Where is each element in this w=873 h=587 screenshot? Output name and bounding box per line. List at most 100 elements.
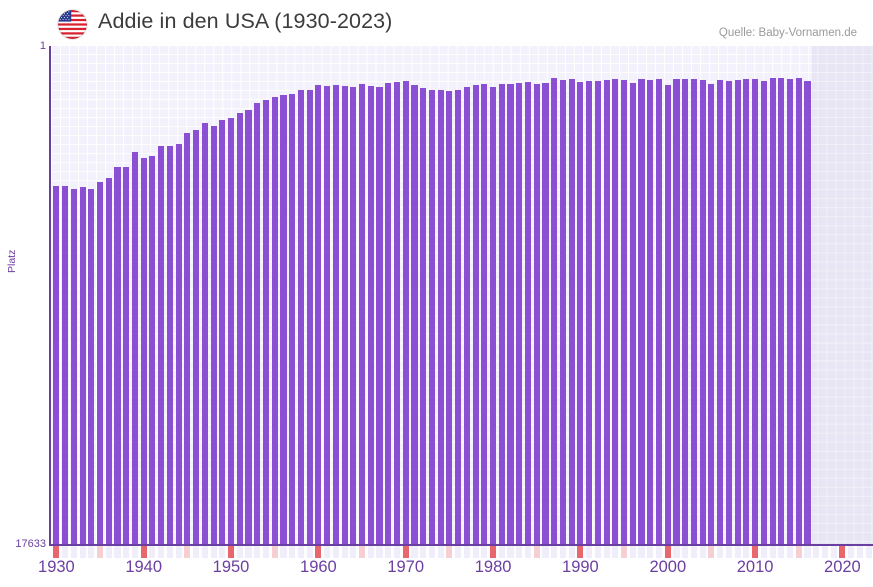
x-axis-tick [254, 546, 261, 558]
x-axis-tick-label: 1970 [387, 558, 425, 576]
x-axis-tick [227, 546, 235, 558]
x-axis-tick-label: 1940 [125, 558, 163, 576]
bar [734, 79, 741, 545]
bar [297, 89, 304, 545]
x-axis-tick [734, 546, 741, 558]
x-axis-line [49, 544, 873, 546]
bar [280, 94, 287, 545]
bar [149, 156, 156, 545]
chart-plot-area [52, 46, 873, 545]
bar [577, 81, 584, 545]
x-axis-tick [131, 546, 139, 558]
bar [236, 113, 243, 545]
x-axis-tick [306, 546, 313, 558]
bar [306, 90, 313, 545]
x-axis-tick [62, 546, 69, 558]
bar [673, 79, 680, 545]
x-axis-tick [708, 546, 715, 558]
bar [158, 145, 165, 545]
bar [638, 79, 645, 545]
bar [114, 166, 121, 545]
x-axis-tick [839, 546, 846, 558]
x-axis-tick [629, 546, 636, 558]
x-axis-tick [673, 546, 680, 558]
bar [594, 81, 601, 545]
x-axis-tick [821, 546, 829, 558]
x-axis-tick [149, 546, 156, 558]
x-axis-tick [280, 546, 287, 558]
x-axis-tick-label: 2000 [649, 558, 687, 576]
x-axis-tick [533, 546, 540, 558]
bar [289, 94, 296, 545]
bar [219, 120, 226, 545]
bar-series [52, 46, 873, 545]
bar [533, 84, 540, 545]
x-axis-tick [140, 546, 147, 558]
x-axis-tick [420, 546, 427, 558]
x-axis-tick [193, 546, 200, 558]
x-axis-tick [446, 546, 453, 558]
bar [254, 102, 261, 545]
bar [621, 80, 628, 545]
bar [315, 85, 322, 545]
y-axis-tick-top: 1 [39, 40, 46, 52]
bar [411, 85, 418, 545]
x-axis-tick [262, 546, 270, 558]
x-axis-tick [385, 546, 392, 558]
x-axis-tick [490, 546, 497, 558]
bar [332, 85, 339, 545]
x-axis-tick [376, 546, 383, 558]
x-axis-tick [437, 546, 444, 558]
bar [481, 83, 488, 545]
x-axis-tick-strip [52, 546, 873, 558]
x-axis-tick [568, 546, 575, 558]
x-axis-tick [690, 546, 697, 558]
x-axis-tick [114, 546, 121, 558]
x-axis-tick [105, 546, 112, 558]
bar [559, 79, 566, 545]
x-axis-tick [848, 546, 855, 558]
bar [245, 110, 252, 545]
bar [437, 90, 444, 545]
bar [804, 80, 811, 545]
x-axis-tick-label: 1960 [300, 558, 337, 576]
x-axis-tick [472, 546, 479, 558]
bar [271, 96, 278, 545]
bar [131, 152, 139, 545]
x-axis-tick [804, 546, 811, 558]
x-axis-tick [411, 546, 418, 558]
x-axis-tick [341, 546, 348, 558]
x-axis-tick [786, 546, 794, 558]
x-axis-tick [481, 546, 488, 558]
bar [324, 86, 331, 545]
bar [402, 80, 409, 545]
us-flag-icon [58, 10, 87, 39]
bar [455, 90, 462, 545]
bar [341, 86, 348, 545]
bar [664, 85, 671, 545]
x-axis-tick [332, 546, 339, 558]
x-axis-tick [559, 546, 566, 558]
bar [629, 82, 636, 545]
bar [760, 81, 767, 545]
x-axis-tick [865, 546, 872, 558]
bar [350, 87, 357, 545]
bar [463, 86, 470, 545]
bar [227, 118, 235, 545]
x-axis-tick [271, 546, 278, 558]
y-axis-tick-bottom: 17633 [15, 538, 46, 550]
bar [367, 85, 374, 545]
x-axis-tick [402, 546, 409, 558]
bar [603, 79, 610, 545]
x-axis-tick [315, 546, 322, 558]
x-axis-tick [725, 546, 732, 558]
x-axis-tick [551, 546, 558, 558]
x-axis-tick [752, 546, 759, 558]
bar [516, 82, 523, 545]
bar [105, 177, 112, 545]
x-axis-tick [516, 546, 523, 558]
bar [568, 78, 575, 545]
x-axis-tick [297, 546, 304, 558]
x-axis-tick [184, 546, 191, 558]
x-axis-tick [455, 546, 462, 558]
